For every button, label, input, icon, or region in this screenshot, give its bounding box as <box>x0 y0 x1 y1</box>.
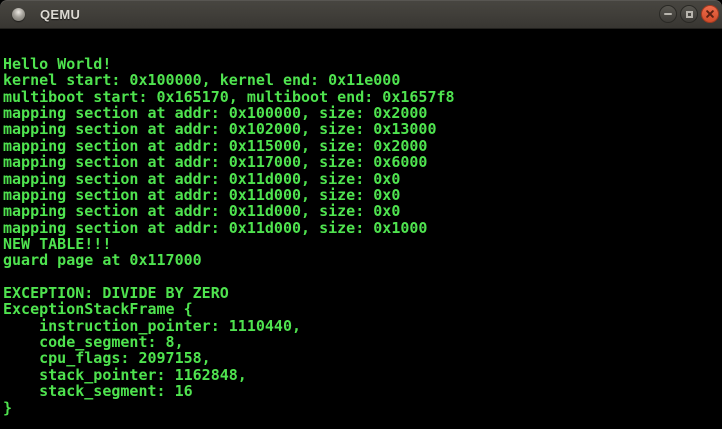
minimize-icon <box>664 13 672 15</box>
minimize-button[interactable] <box>659 5 677 23</box>
terminal-output[interactable]: Hello World! kernel start: 0x100000, kern… <box>0 29 722 429</box>
window-controls <box>659 0 719 28</box>
terminal-line: cpu_flags: 2097158, <box>3 349 211 368</box>
terminal-line: stack_segment: 16 <box>3 382 193 401</box>
terminal-line: stack_pointer: 1162848, <box>3 365 247 384</box>
maximize-icon <box>685 10 693 18</box>
terminal-line: Hello World! <box>3 55 112 73</box>
terminal-line: ExceptionStackFrame { <box>3 300 193 319</box>
terminal-line: mapping section at addr: 0x102000, size:… <box>3 120 437 139</box>
close-icon <box>705 9 715 19</box>
terminal-line: mapping section at addr: 0x11d000, size:… <box>3 218 428 237</box>
terminal-line: instruction_pointer: 1110440, <box>3 316 302 335</box>
terminal-line: mapping section at addr: 0x11d000, size:… <box>3 202 401 221</box>
maximize-button[interactable] <box>680 5 698 23</box>
titlebar[interactable]: QEMU <box>0 0 722 29</box>
terminal-line: mapping section at addr: 0x100000, size:… <box>3 104 428 123</box>
terminal-line: mapping section at addr: 0x11d000, size:… <box>3 185 401 204</box>
terminal-line: } <box>3 398 13 417</box>
terminal-line: NEW TABLE!!! <box>3 234 112 253</box>
terminal-line: kernel start: 0x100000, kernel end: 0x11… <box>3 71 401 90</box>
terminal-line: EXCEPTION: DIVIDE BY ZERO <box>3 284 229 303</box>
terminal-line: mapping section at addr: 0x117000, size:… <box>3 153 428 172</box>
terminal-line: mapping section at addr: 0x115000, size:… <box>3 136 428 155</box>
window-title: QEMU <box>40 6 81 22</box>
terminal-line: code_segment: 8, <box>3 333 184 352</box>
qemu-window-icon <box>12 7 25 21</box>
terminal-line: mapping section at addr: 0x11d000, size:… <box>3 169 401 188</box>
close-button[interactable] <box>701 5 719 23</box>
terminal-line: guard page at 0x117000 <box>3 251 202 270</box>
terminal-line: multiboot start: 0x165170, multiboot end… <box>3 87 455 106</box>
terminal-line <box>3 269 722 285</box>
